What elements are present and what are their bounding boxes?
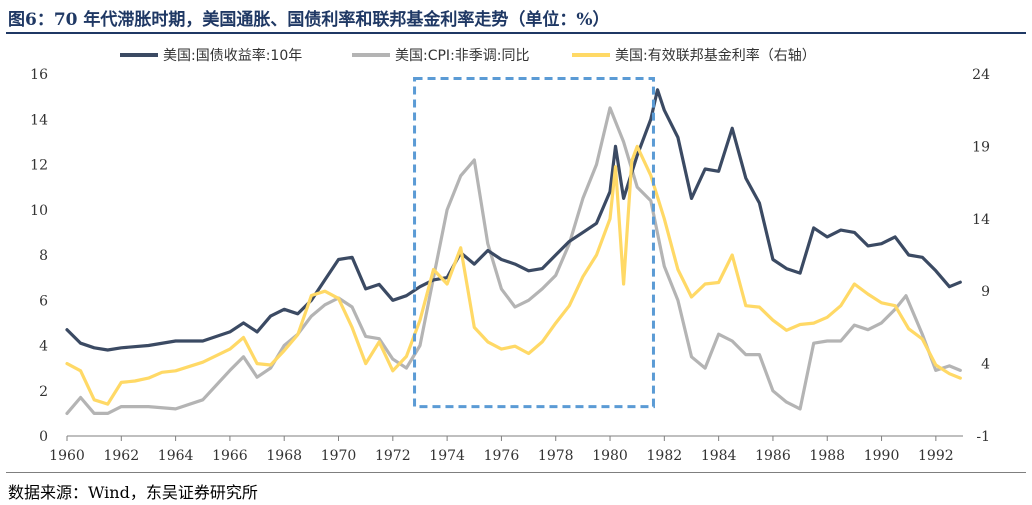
legend-label: 美国:有效联邦基金利率（右轴） [615,47,816,64]
x-tick-label: 1988 [809,448,845,464]
x-tick-label: 1982 [647,448,683,464]
y-left-tick-label: 0 [39,429,48,445]
y-right-tick-label: 4 [981,357,990,373]
y-left-tick-label: 6 [39,293,48,309]
x-tick-label: 1984 [701,448,737,464]
x-tick-label: 1972 [375,448,411,464]
y-right-tick-label: 19 [972,139,990,155]
x-tick-label: 1974 [429,448,465,464]
chart: 美国:国债收益率:10年 美国:CPI:非季调:同比 美国:有效联邦基金利率（右轴）… [30,47,990,464]
x-tick-label: 1980 [592,448,628,464]
series-line-ust10y [65,88,962,352]
y-right-tick-label: 9 [981,284,990,300]
y-left-tick-label: 14 [30,112,48,128]
x-tick-label: 1978 [538,448,574,464]
x-tick-label: 1992 [918,448,954,464]
x-axis: 1960 1962 1964 1966 1968 1970 1972 1974 1976 1978… [49,435,963,464]
y-axis-right: -1 4 9 14 19 24 [972,67,990,445]
y-left-tick-label: 2 [39,384,48,400]
y-axis-left: 0 2 4 6 8 10 12 14 16 [30,67,48,445]
highlight-box-rect [413,77,655,409]
highlight-box [413,77,655,409]
x-tick-label: 1990 [864,448,900,464]
legend: 美国:国债收益率:10年 美国:CPI:非季调:同比 美国:有效联邦基金利率（右轴） [120,47,816,64]
series-line-cpi [65,106,962,415]
series-line-ffr [65,144,962,406]
x-tick-label: 1964 [158,448,194,464]
title-rule [6,32,1026,34]
x-tick-label: 1986 [755,448,791,464]
source-note: 数据来源：Wind，东吴证券研究所 [8,483,258,502]
y-left-tick-label: 4 [39,339,48,355]
legend-label: 美国:国债收益率:10年 [163,47,302,64]
legend-label: 美国:CPI:非季调:同比 [395,48,530,64]
y-left-tick-label: 12 [30,158,48,174]
y-right-tick-label: -1 [976,429,990,445]
y-left-tick-label: 10 [30,203,48,219]
x-tick-label: 1968 [266,448,302,464]
x-tick-label: 1966 [212,448,248,464]
x-tick-label: 1960 [49,448,85,464]
y-right-tick-label: 24 [972,67,990,83]
x-tick-label: 1976 [484,448,520,464]
footer-rule [6,472,1026,473]
x-tick-label: 1970 [321,448,357,464]
y-left-tick-label: 16 [30,67,48,83]
x-tick-label: 1962 [103,448,139,464]
chart-title: 图6：70 年代滞胀时期，美国通胀、国债利率和联邦基金利率走势（单位：%） [8,10,610,30]
y-left-tick-label: 8 [39,248,48,264]
series-group [65,88,962,415]
y-right-tick-label: 14 [972,212,990,228]
